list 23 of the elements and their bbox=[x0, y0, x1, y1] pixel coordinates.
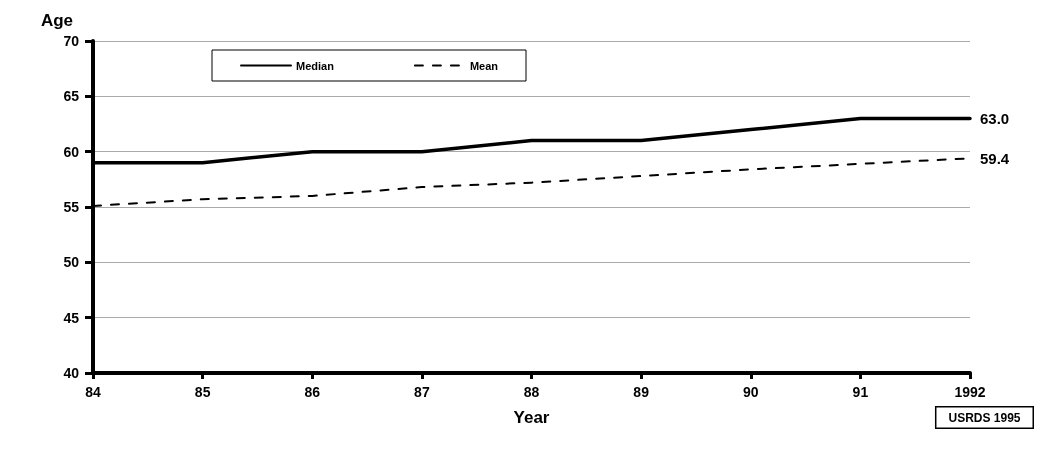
x-tick-label: 87 bbox=[414, 384, 430, 400]
legend-label: Mean bbox=[469, 59, 499, 72]
x-tick-label: 85 bbox=[194, 384, 211, 400]
x-tick-label: 91 bbox=[852, 384, 869, 400]
text: USRDS 1995 bbox=[948, 410, 1021, 425]
legend-label: Median bbox=[296, 59, 335, 72]
x-tick-label: 84 bbox=[85, 384, 101, 400]
y-tick-label: 50 bbox=[63, 254, 80, 271]
y-tick-label: 70 bbox=[63, 33, 80, 49]
data-label: 63.0 bbox=[980, 109, 1010, 127]
x-tick-label: 90 bbox=[742, 384, 759, 400]
y-tick-label: 45 bbox=[63, 309, 80, 326]
x-tick-label: 86 bbox=[304, 384, 321, 400]
y-tick-label: 60 bbox=[63, 143, 80, 160]
x-tick-label: 89 bbox=[633, 384, 650, 400]
y-axis-title: Age bbox=[40, 11, 73, 30]
x-tick-label: 1992 bbox=[954, 384, 986, 400]
y-tick-label: 55 bbox=[63, 199, 80, 215]
data-label: 59.4 bbox=[980, 149, 1010, 167]
y-tick-label: 40 bbox=[63, 365, 80, 381]
x-axis-title: Year bbox=[513, 408, 550, 427]
x-tick-label: 88 bbox=[523, 384, 540, 400]
y-tick-label: 65 bbox=[63, 88, 80, 105]
